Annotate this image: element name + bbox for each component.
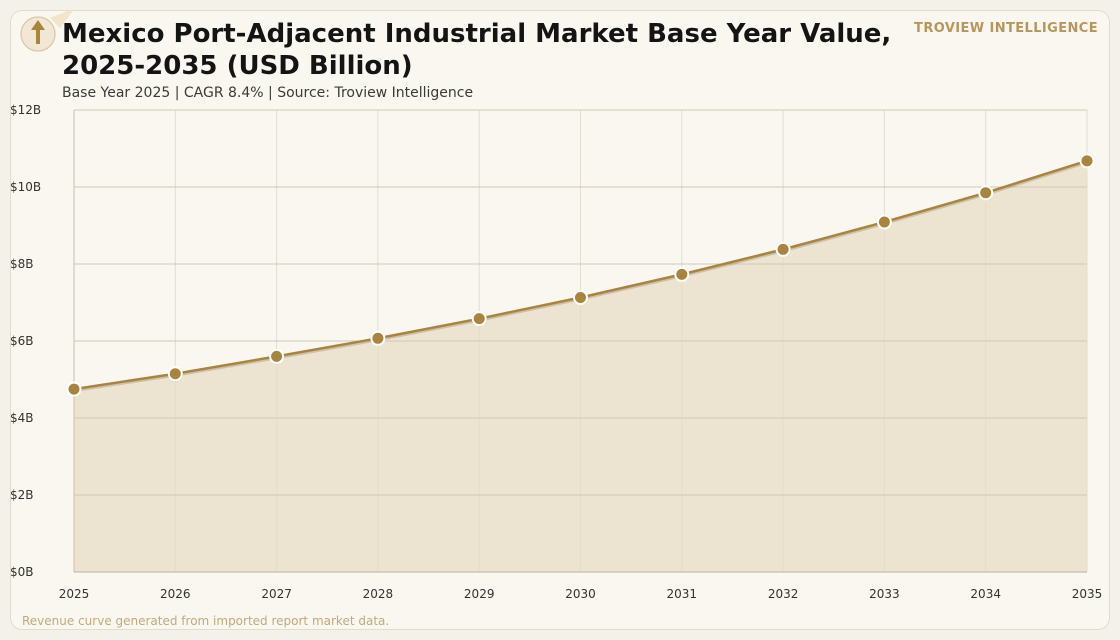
- footer-note: Revenue curve generated from imported re…: [22, 614, 390, 628]
- data-point: [674, 266, 690, 282]
- data-point: [1079, 153, 1095, 169]
- up-arrow-badge-icon: [20, 10, 74, 52]
- data-point: [471, 311, 487, 327]
- data-point: [269, 348, 285, 364]
- y-tick-label: $4B: [10, 411, 34, 425]
- data-point: [876, 214, 892, 230]
- x-tick-label: 2030: [565, 587, 596, 601]
- y-tick-label: $8B: [10, 257, 34, 271]
- y-tick-label: $2B: [10, 488, 34, 502]
- y-tick-label: $12B: [10, 103, 41, 117]
- x-tick-label: 2028: [363, 587, 394, 601]
- y-tick-label: $6B: [10, 334, 34, 348]
- x-tick-label: 2027: [261, 587, 292, 601]
- x-tick-label: 2029: [464, 587, 495, 601]
- data-point: [775, 241, 791, 257]
- data-point: [66, 381, 82, 397]
- brand-label: TROVIEW INTELLIGENCE: [914, 21, 1098, 36]
- chart-subtitle: Base Year 2025 | CAGR 8.4% | Source: Tro…: [62, 85, 474, 101]
- y-tick-label: $0B: [10, 565, 34, 579]
- x-tick-label: 2032: [768, 587, 799, 601]
- y-tick-label: $10B: [10, 180, 41, 194]
- data-point: [573, 289, 588, 305]
- chart-title: Mexico Port-Adjacent Industrial Market B…: [62, 19, 892, 81]
- data-point: [167, 366, 183, 382]
- data-point: [978, 185, 994, 201]
- x-tick-label: 2031: [667, 587, 698, 601]
- x-tick-label: 2035: [1072, 587, 1103, 601]
- data-point: [370, 330, 386, 346]
- x-tick-label: 2025: [59, 587, 90, 601]
- x-tick-label: 2034: [970, 587, 1001, 601]
- x-tick-label: 2026: [160, 587, 191, 601]
- x-tick-label: 2033: [869, 587, 900, 601]
